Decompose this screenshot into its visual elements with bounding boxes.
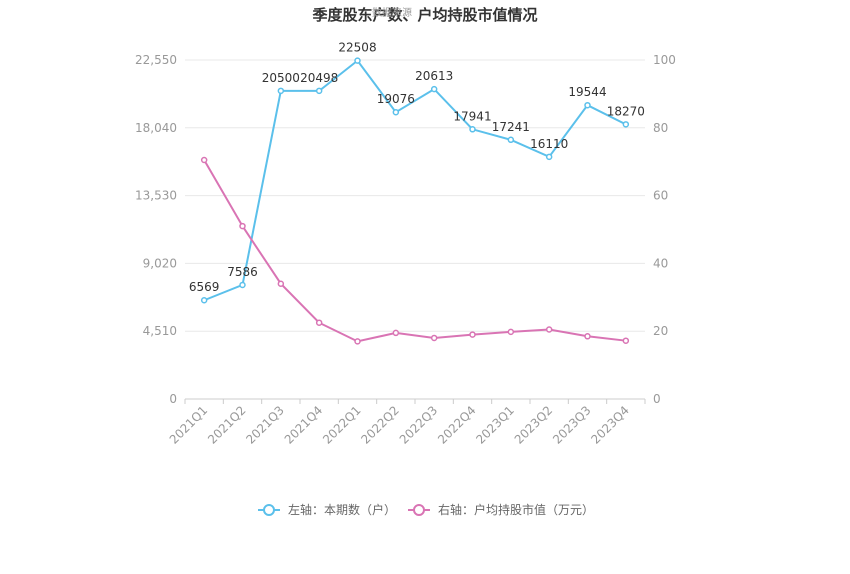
left-tick-label: 18,040 [135, 121, 177, 135]
legend: 左轴：本期数（户） 右轴：户均持股市值（万元） [258, 502, 594, 517]
left-tick-label: 22,550 [135, 53, 177, 67]
data-point[interactable] [315, 87, 323, 95]
x-tick-label: 2021Q3 [243, 403, 287, 447]
data-point[interactable] [239, 222, 246, 230]
right-tick-label: 60 [653, 189, 668, 203]
right-tick-label: 80 [653, 121, 668, 135]
data-label: 20500 [262, 71, 300, 85]
x-tick-label: 2021Q4 [282, 403, 326, 447]
data-label: 16110 [530, 137, 568, 151]
legend-label-households: 左轴：本期数（户） [288, 502, 396, 517]
data-point[interactable] [469, 126, 476, 133]
chart-title: 季度股东户数、户均持股市值情况 [312, 6, 537, 24]
data-label: 17941 [453, 109, 491, 123]
data-point[interactable] [277, 280, 285, 287]
x-tick-label: 2022Q3 [397, 403, 441, 447]
right-axis: 0 20 40 60 80 100 [653, 53, 676, 406]
watermark: 数据来源 [372, 6, 412, 19]
data-label: 18270 [607, 104, 645, 118]
data-point[interactable] [507, 136, 515, 144]
left-axis: 0 4,510 9,020 13,530 18,040 22,550 [135, 53, 177, 406]
legend-item-avg-value[interactable]: 右轴：户均持股市值（万元） [408, 502, 594, 517]
data-label: 17241 [492, 120, 530, 134]
x-tick-label: 2023Q3 [550, 403, 594, 447]
data-point[interactable] [545, 326, 553, 333]
left-tick-label: 9,020 [143, 256, 177, 270]
series-line-1 [203, 159, 626, 343]
data-point[interactable] [469, 331, 476, 338]
x-tick-label: 2021Q1 [167, 403, 211, 447]
data-label: 19076 [377, 92, 415, 106]
x-tick-label: 2023Q4 [588, 403, 632, 447]
x-axis: 2021Q12021Q22021Q32021Q42022Q12022Q22022… [167, 399, 646, 447]
data-label: 22508 [338, 41, 376, 55]
x-tick-label: 2023Q1 [473, 403, 517, 447]
data-point[interactable] [354, 338, 361, 345]
data-label: 6569 [189, 280, 220, 294]
data-point[interactable] [584, 333, 591, 340]
data-label: 7586 [227, 265, 258, 279]
data-point[interactable] [584, 101, 591, 109]
right-tick-label: 40 [653, 256, 668, 270]
series-layer [200, 57, 630, 345]
left-tick-label: 4,510 [143, 324, 177, 338]
data-label: 19544 [568, 85, 606, 99]
left-tick-label: 13,530 [135, 189, 177, 203]
x-tick-label: 2022Q4 [435, 403, 479, 447]
legend-item-households[interactable]: 左轴：本期数（户） [258, 502, 396, 517]
x-tick-label: 2023Q2 [512, 403, 556, 447]
legend-label-avg-value: 右轴：户均持股市值（万元） [438, 502, 594, 517]
data-point[interactable] [200, 156, 208, 164]
right-tick-label: 100 [653, 53, 676, 67]
data-point[interactable] [430, 334, 438, 342]
data-point[interactable] [239, 281, 246, 289]
data-point[interactable] [315, 319, 323, 326]
x-tick-label: 2022Q1 [320, 403, 364, 447]
data-point[interactable] [200, 296, 208, 304]
right-tick-label: 20 [653, 324, 668, 338]
data-point[interactable] [622, 121, 630, 128]
x-tick-label: 2021Q2 [205, 403, 249, 447]
data-point[interactable] [430, 85, 438, 93]
data-label: 20498 [300, 71, 338, 85]
series-line-0 [203, 59, 627, 302]
x-tick-label: 2022Q2 [358, 403, 402, 447]
data-point[interactable] [392, 108, 400, 116]
data-point[interactable] [622, 337, 630, 344]
data-point[interactable] [545, 153, 553, 161]
left-tick-label: 0 [169, 392, 177, 406]
data-label: 20613 [415, 69, 453, 83]
data-point[interactable] [277, 87, 285, 95]
data-point[interactable] [507, 328, 515, 336]
data-point[interactable] [354, 57, 361, 64]
right-tick-label: 0 [653, 392, 661, 406]
data-point[interactable] [392, 329, 400, 337]
